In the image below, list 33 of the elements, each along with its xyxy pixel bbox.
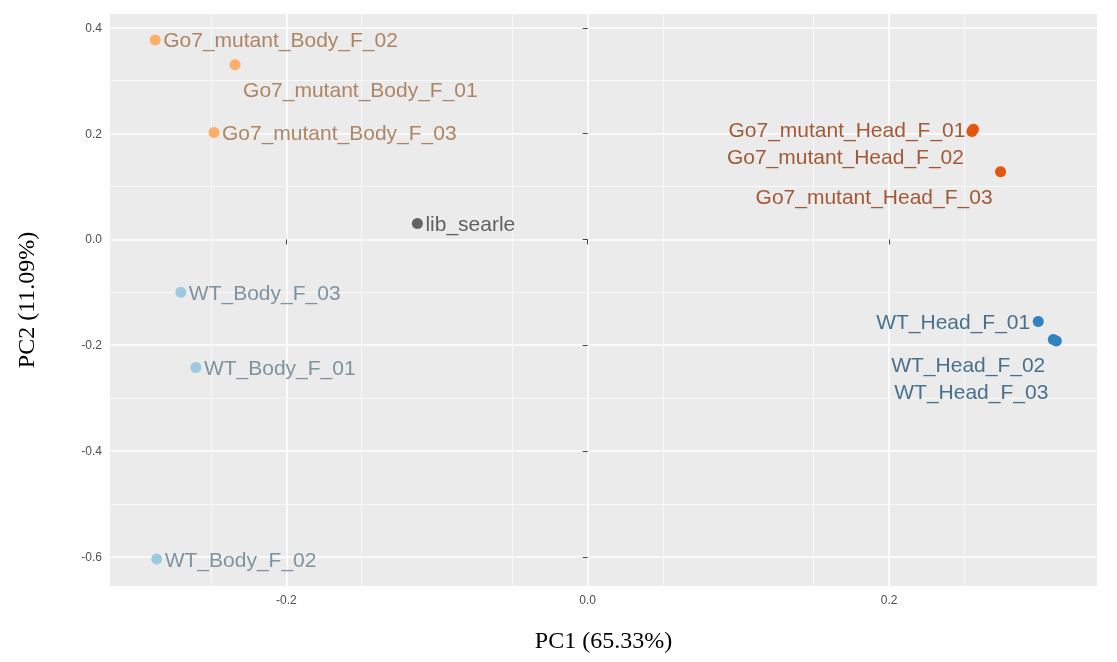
annotation: WT_Body_F_01: [203, 355, 356, 380]
point: [190, 361, 202, 373]
annotation: Go7_mutant_Body_F_03: [221, 121, 457, 146]
y-tick-label: -0.4: [81, 444, 103, 459]
y-tick-label: -0.6: [81, 549, 103, 564]
y-axis-title: PC2 (11.09%): [13, 231, 39, 369]
y-tick-label: 0.0: [85, 232, 103, 247]
annotation: WT_Body_F_03: [188, 280, 341, 305]
y-tick-label: 0.4: [85, 20, 103, 35]
annotation: lib_searle: [425, 212, 516, 237]
annotation: Go7_mutant_Body_F_01: [243, 78, 478, 103]
y-tick-label: -0.2: [81, 338, 103, 353]
annotation: Go7_mutant_Head_F_03: [755, 185, 993, 210]
point: [151, 553, 163, 565]
annotation: WT_Head_F_01: [876, 309, 1031, 334]
annotation: Go7_mutant_Head_F_02: [726, 144, 964, 169]
annotation: WT_Body_F_02: [164, 547, 317, 572]
annotation: Go7_mutant_Head_F_01: [728, 117, 966, 142]
point: [995, 166, 1007, 178]
x-tick-label: -0.2: [275, 593, 297, 607]
point: [208, 127, 220, 139]
annotation: WT_Head_F_02: [891, 352, 1046, 377]
x-tick-label: 0.0: [579, 593, 597, 607]
point: [149, 34, 161, 46]
annotation: WT_Head_F_03: [894, 379, 1049, 404]
point: [1032, 315, 1044, 327]
point: [411, 218, 423, 230]
x-tick-label: 0.2: [880, 593, 898, 607]
point: [175, 286, 187, 298]
point: [229, 59, 241, 71]
y-tick-label: 0.2: [85, 126, 103, 141]
x-axis-title: PC1 (65.33%): [534, 627, 673, 653]
annotation: Go7_mutant_Body_F_02: [163, 28, 398, 53]
